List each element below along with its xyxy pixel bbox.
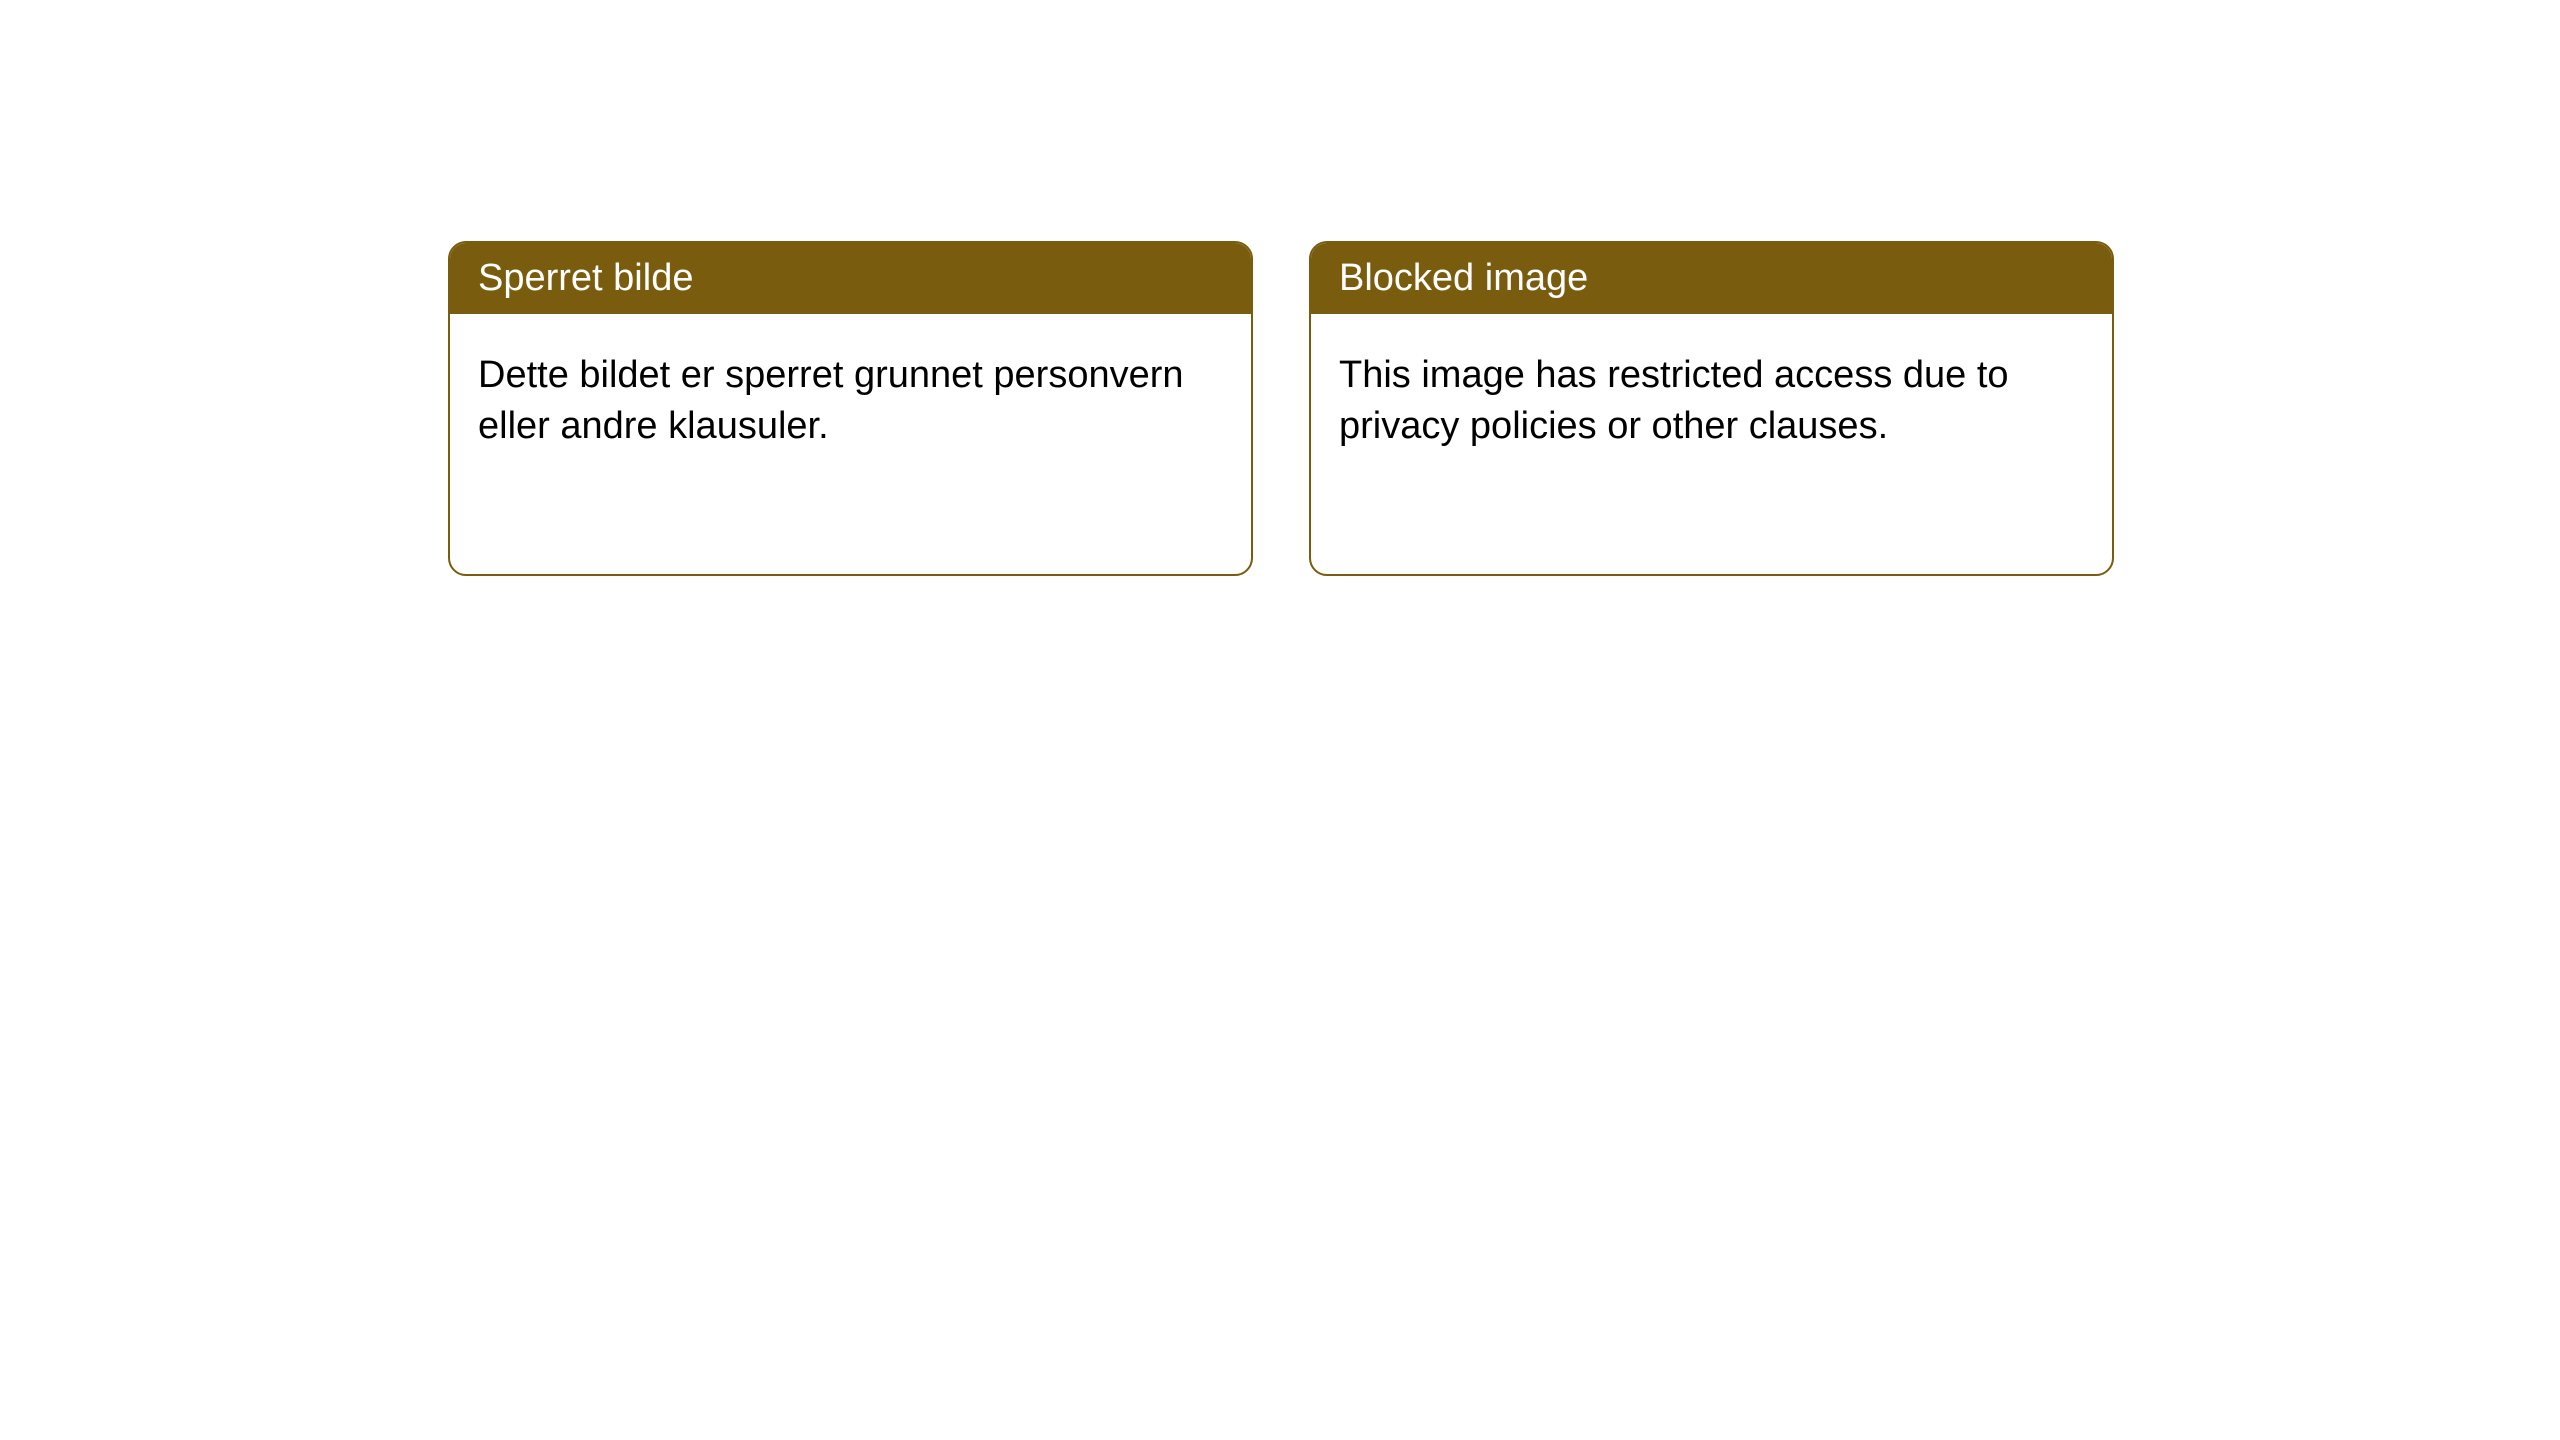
card-body-en: This image has restricted access due to … [1311,314,2112,489]
card-message-en: This image has restricted access due to … [1339,354,2009,447]
card-header-no: Sperret bilde [450,243,1251,314]
card-title-no: Sperret bilde [478,257,693,299]
blocked-image-card-no: Sperret bilde Dette bildet er sperret gr… [448,241,1253,576]
blocked-image-card-en: Blocked image This image has restricted … [1309,241,2114,576]
card-body-no: Dette bildet er sperret grunnet personve… [450,314,1251,489]
card-title-en: Blocked image [1339,257,1588,299]
card-message-no: Dette bildet er sperret grunnet personve… [478,354,1184,447]
notice-container: Sperret bilde Dette bildet er sperret gr… [0,0,2560,576]
card-header-en: Blocked image [1311,243,2112,314]
